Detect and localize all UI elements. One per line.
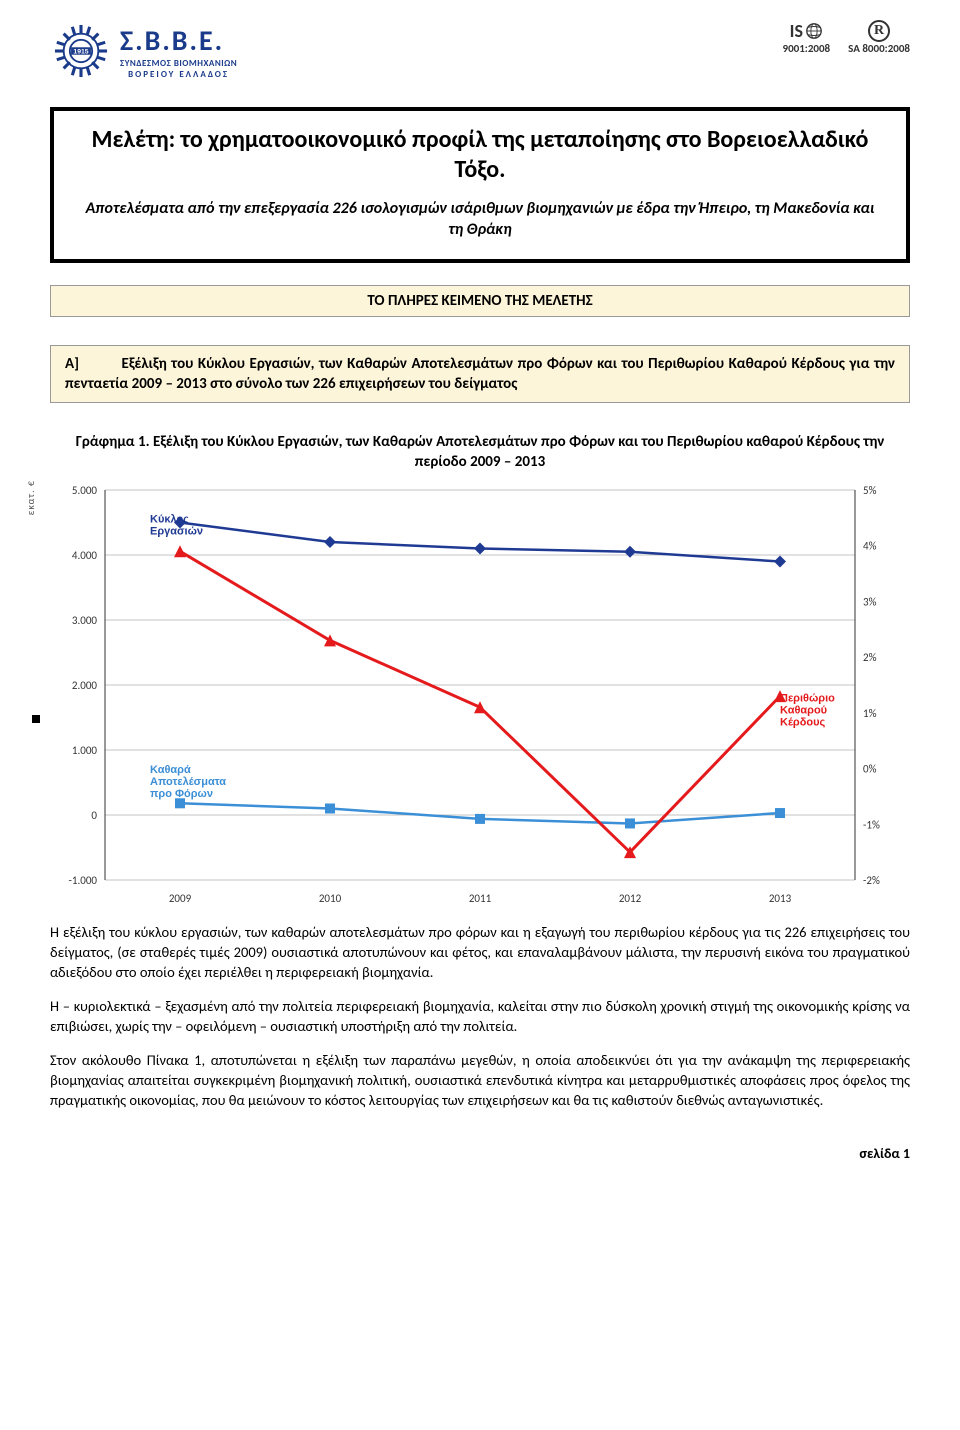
svg-text:5.000: 5.000 — [72, 484, 98, 497]
cert-iso-year: 9001:2008 — [783, 42, 831, 55]
svg-text:4%: 4% — [863, 540, 877, 553]
y-axis-left-unit: εκατ. € — [24, 480, 37, 515]
cert-iso: IS 9001:2008 — [783, 20, 831, 55]
svg-text:Κύκλος: Κύκλος — [150, 514, 189, 526]
svg-text:5%: 5% — [863, 484, 877, 497]
gear-icon: 1915 — [50, 20, 112, 82]
svg-text:2%: 2% — [863, 651, 877, 664]
study-subtitle: Αποτελέσματα από την επεξεργασία 226 ισο… — [78, 199, 882, 241]
body-paragraph-1: Η εξέλιξη του κύκλου εργασιών, των καθαρ… — [50, 922, 910, 982]
section-a-text: Εξέλιξη του Κύκλου Εργασιών, των Καθαρών… — [65, 355, 895, 393]
study-title: Μελέτη: το χρηματοοικονομικό προφίλ της … — [78, 125, 882, 185]
svg-text:4.000: 4.000 — [72, 549, 98, 562]
section-a-label: Α] — [65, 354, 117, 374]
org-logo-block: 1915 Σ.Β.Β.Ε. ΣΥΝΔΕΣΜΟΣ ΒΙΟΜΗΧΑΝΙΩΝ ΒΟΡΕ… — [50, 20, 237, 82]
page-footer: σελίδα 1 — [50, 1145, 910, 1162]
svg-text:Αποτελέσματα: Αποτελέσματα — [150, 776, 226, 788]
svg-text:-2%: -2% — [863, 874, 880, 887]
svg-text:0: 0 — [91, 809, 97, 822]
svg-text:-1%: -1% — [863, 818, 880, 831]
chart-caption: Γράφημα 1. Εξέλιξη του Κύκλου Εργασιών, … — [50, 433, 910, 472]
full-text-banner: ΤΟ ΠΛΗΡΕΣ ΚΕΙΜΕΝΟ ΤΗΣ ΜΕΛΕΤΗΣ — [50, 285, 910, 317]
svg-text:2011: 2011 — [469, 892, 492, 905]
bullet-icon — [32, 715, 40, 723]
cert-sa-year: SA 8000:2008 — [848, 42, 910, 55]
cert-iso-label: IS — [790, 20, 803, 42]
svg-text:1%: 1% — [863, 707, 877, 720]
svg-text:Καθαρά: Καθαρά — [150, 764, 191, 776]
svg-text:2.000: 2.000 — [72, 679, 98, 692]
svg-text:-1.000: -1.000 — [69, 874, 98, 887]
cert-sa: R SA 8000:2008 — [848, 20, 910, 55]
svg-text:Καθαρού: Καθαρού — [780, 705, 827, 717]
svg-text:2013: 2013 — [769, 892, 792, 905]
chart-svg: -1.000 0 1.000 2.000 3.000 4.000 5.000 -2% -1% 0%… — [50, 480, 910, 910]
org-acronym: Σ.Β.Β.Ε. — [120, 23, 237, 58]
svg-text:Περιθώριο: Περιθώριο — [780, 693, 835, 705]
section-a-heading: Α] Εξέλιξη του Κύκλου Εργασιών, των Καθα… — [50, 345, 910, 404]
svg-text:Εργασιών: Εργασιών — [150, 526, 203, 538]
body-paragraph-3: Στον ακόλουθο Πίνακα 1, αποτυπώνεται η ε… — [50, 1050, 910, 1110]
org-subtitle-2: ΒΟΡΕΙΟΥ ΕΛΛΑΔΟΣ — [120, 69, 237, 80]
svg-text:3.000: 3.000 — [72, 614, 98, 627]
svg-text:2010: 2010 — [319, 892, 342, 905]
svg-text:2012: 2012 — [619, 892, 642, 905]
svg-text:3%: 3% — [863, 596, 877, 609]
svg-text:προ Φόρων: προ Φόρων — [150, 788, 213, 800]
registered-icon: R — [868, 20, 890, 42]
chart-1: εκατ. € -1.00001.0002.0003.0004.0005.000… — [50, 480, 910, 910]
svg-text:Κέρδους: Κέρδους — [780, 717, 826, 729]
globe-icon — [805, 22, 823, 40]
svg-text:2009: 2009 — [169, 892, 192, 905]
certifications: IS 9001:2008 R SA 8000:2008 — [783, 20, 911, 55]
svg-text:1.000: 1.000 — [72, 744, 98, 757]
org-subtitle-1: ΣΥΝΔΕΣΜΟΣ ΒΙΟΜΗΧΑΝΙΩΝ — [120, 58, 237, 69]
body-paragraph-2: Η – κυριολεκτικά – ξεχασμένη από την πολ… — [50, 996, 910, 1036]
title-box: Μελέτη: το χρηματοοικονομικό προφίλ της … — [50, 107, 910, 263]
svg-text:1915: 1915 — [73, 48, 88, 55]
page-header: 1915 Σ.Β.Β.Ε. ΣΥΝΔΕΣΜΟΣ ΒΙΟΜΗΧΑΝΙΩΝ ΒΟΡΕ… — [50, 20, 910, 82]
svg-text:0%: 0% — [863, 763, 877, 776]
